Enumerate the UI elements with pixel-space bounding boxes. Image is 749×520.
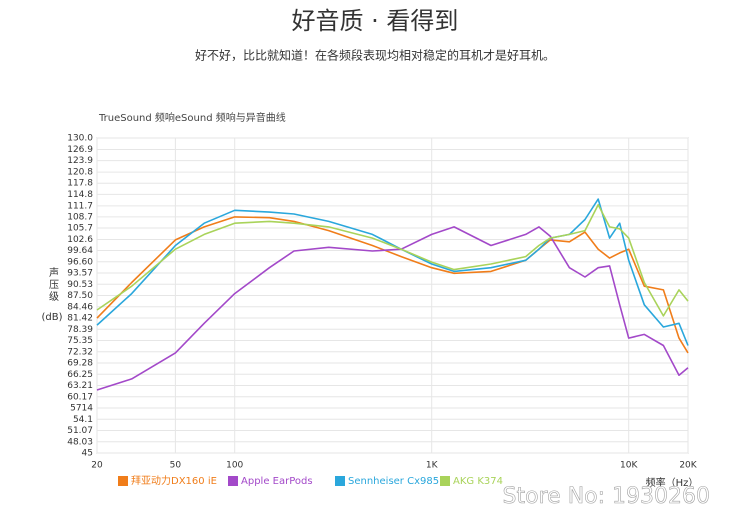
y-tick-label: 126.9 (67, 145, 93, 155)
x-tick-label: 20K (679, 461, 697, 471)
y-tick-label: 102.6 (67, 235, 93, 245)
y-tick-label: 120.8 (67, 168, 93, 178)
y-tick-label: 54.1 (73, 415, 93, 425)
series-line (96, 203, 689, 317)
series-line (96, 216, 689, 354)
legend-swatch (118, 476, 128, 486)
page-title: 好音质 · 看得到 (292, 7, 459, 35)
y-tick-label: 72.32 (67, 347, 93, 357)
series-line (96, 226, 689, 391)
y-tick-label: 111.7 (67, 201, 93, 211)
x-tick-label: 20 (91, 461, 103, 471)
legend-swatch (440, 476, 450, 486)
page-subtitle: 好不好，比比就知道！在各频段表现均相对稳定的耳机才是好耳机。 (195, 48, 555, 63)
y-tick-label: 130.0 (67, 134, 93, 144)
y-tick-label: 51.07 (67, 426, 93, 436)
y-label: (dB) (41, 312, 62, 323)
y-tick-label: 48.03 (67, 437, 93, 447)
x-tick-label: 1K (426, 461, 439, 471)
y-label: 声 (49, 266, 59, 279)
legend-label: 拜亚动力DX160 iE (131, 474, 217, 487)
y-tick-label: 78.39 (67, 325, 93, 335)
y-label: 压 (49, 279, 59, 291)
legend-swatch (335, 476, 345, 486)
y-tick-label: 93.57 (67, 269, 93, 279)
x-tick-label: 100 (226, 461, 243, 471)
y-label: 级 (49, 291, 59, 303)
y-tick-label: 123.9 (67, 156, 93, 166)
y-tick-label: 60.17 (67, 392, 93, 402)
y-tick-label: 81.42 (67, 314, 93, 324)
y-tick-label: 75.35 (67, 336, 93, 346)
y-tick-label: 69.28 (67, 359, 93, 369)
chart-title: TrueSound 频响eSound 频响与异音曲线 (98, 111, 286, 124)
y-tick-label: 108.7 (67, 212, 93, 222)
legend-label: AKG K374 (453, 476, 503, 487)
x-label: 频率（Hz） (646, 476, 699, 489)
watermark: Store No: 1930260 (503, 484, 710, 509)
legend-swatch (228, 476, 238, 486)
x-tick-label: 10K (620, 461, 638, 471)
y-tick-label: 96.60 (67, 257, 93, 267)
x-tick-label: 50 (170, 461, 182, 471)
y-tick-label: 63.21 (67, 381, 93, 391)
y-tick-label: 114.8 (67, 190, 93, 200)
legend-label: Sennheiser Cx985 (348, 476, 439, 487)
y-tick-label: 90.53 (67, 280, 93, 290)
y-tick-label: 117.8 (67, 179, 93, 189)
y-tick-label: 105.7 (67, 224, 93, 234)
y-tick-label: 84.46 (67, 302, 93, 312)
y-tick-label: 66.25 (67, 370, 93, 380)
y-tick-label: 99.64 (67, 246, 93, 256)
y-tick-label: 5714 (70, 404, 93, 414)
y-tick-label: 87.50 (67, 291, 93, 301)
legend-label: Apple EarPods (241, 476, 313, 487)
y-tick-label: 45 (82, 449, 93, 459)
series-line (96, 198, 689, 346)
